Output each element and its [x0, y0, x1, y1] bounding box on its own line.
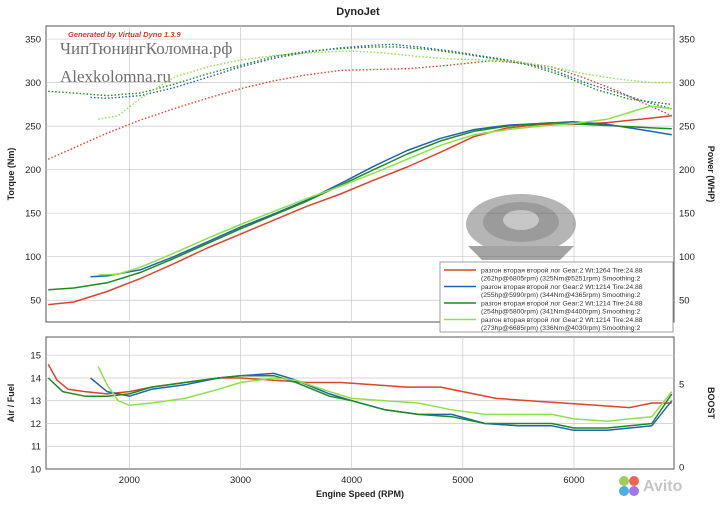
- rpm-tick-label: 3000: [230, 475, 251, 486]
- afr-tick-label: 14: [30, 373, 41, 384]
- legend-label: разгон вторая второй лог Gear:2 Wt:1214 …: [481, 283, 643, 291]
- rpm-tick-label: 2000: [119, 475, 140, 486]
- torque-tick-label: 250: [25, 122, 41, 133]
- legend-label: разгон вторая второй лог Gear:2 Wt:1214 …: [481, 300, 643, 308]
- red-torque-line: [47, 60, 673, 160]
- boost-axis-ticks: 05: [679, 380, 684, 474]
- torque-tick-label: 350: [25, 35, 41, 46]
- green-afr-line: [47, 374, 673, 429]
- afr-tick-label: 11: [31, 442, 41, 453]
- main-plot-frame: [45, 25, 675, 323]
- power-tick-label: 100: [679, 252, 695, 263]
- afr-axis-ticks: 10 11 12 13 14 15: [30, 351, 41, 476]
- power-tick-label: 50: [679, 296, 690, 307]
- torque-tick-label: 100: [25, 252, 41, 263]
- afr-tick-label: 10: [30, 465, 41, 476]
- lightgreen-afr-line: [97, 366, 673, 422]
- afr-grid: [46, 337, 674, 469]
- legend-label: разгон вторая второй лог Gear:2 Wt:1264 …: [481, 267, 643, 275]
- boost-tick-label: 5: [679, 380, 684, 391]
- rpm-tick-label: 6000: [563, 475, 584, 486]
- power-axis-label: Power (WHP): [706, 146, 716, 203]
- green-torque-line: [48, 46, 672, 106]
- torque-tick-label: 300: [25, 78, 41, 89]
- afr-plot-frame: [45, 336, 675, 470]
- main-series: [47, 43, 673, 306]
- blue-afr-line: [90, 372, 673, 432]
- legend-stats: (262hp@6805rpm) (325Nm@5251rpm) Smoothin…: [481, 276, 640, 283]
- afr-tick-label: 15: [30, 351, 41, 362]
- lightgreen-power-line: [98, 105, 672, 276]
- rpm-axis-label: Engine Speed (RPM): [316, 489, 404, 499]
- power-tick-label: 200: [679, 165, 695, 176]
- lightgreen-torque-line: [98, 50, 672, 120]
- legend-stats: (273hp@6685rpm) (336Nm@4030rpm) Smoothin…: [481, 325, 640, 332]
- torque-tick-label: 50: [30, 296, 41, 307]
- torque-tick-label: 200: [25, 165, 41, 176]
- red-afr-line: [47, 363, 672, 409]
- legend-box: [439, 261, 674, 333]
- boost-axis-label: BOOST: [706, 387, 716, 420]
- generator-label: Generated by Virtual Dyno 1.3.9: [68, 30, 182, 39]
- afr-tick-label: 13: [30, 396, 41, 407]
- power-tick-label: 300: [679, 78, 695, 89]
- chart-title: DynoJet: [336, 6, 380, 18]
- legend-stats: (255hp@5990rpm) (344Nm@4365rpm) Smoothin…: [481, 292, 640, 299]
- power-tick-label: 350: [679, 35, 695, 46]
- power-tick-label: 150: [679, 209, 695, 220]
- torque-axis-label: Torque (Nm): [6, 148, 16, 201]
- avito-logo: Avito: [619, 476, 683, 496]
- torque-axis-ticks: 50 100 150 200 250 300 350: [25, 35, 41, 307]
- power-axis-ticks: 50 100 150 200 250 300 350: [679, 35, 695, 307]
- blue-power-line: [90, 121, 672, 278]
- watermark-site-ru: ЧипТюнингКоломна.рф: [60, 39, 232, 58]
- afr-series: [47, 363, 673, 432]
- power-tick-label: 250: [679, 122, 695, 133]
- green-power-line: [48, 121, 672, 291]
- rpm-tick-label: 5000: [452, 475, 473, 486]
- torque-tick-label: 150: [25, 209, 41, 220]
- legend: разгон вторая второй лог Gear:2 Wt:1264 …: [439, 261, 674, 333]
- avito-logo-text: Avito: [643, 478, 683, 495]
- afr-tick-label: 12: [30, 419, 41, 430]
- boost-tick-label: 0: [679, 463, 684, 474]
- rpm-axis-ticks: 2000 3000 4000 5000 6000: [119, 475, 585, 486]
- watermark-site-en: Alexkolomna.ru: [60, 67, 171, 86]
- legend-label: разгон вторая второй лог Gear:2 Wt:1214 …: [481, 316, 643, 324]
- afr-axis-label: Air / Fuel: [6, 384, 16, 423]
- blue-torque-line: [90, 43, 672, 110]
- emblem-watermark: [466, 194, 576, 260]
- legend-stats: (254hp@5800rpm) (341Nm@4400rpm) Smoothin…: [481, 309, 640, 316]
- rpm-tick-label: 4000: [341, 475, 362, 486]
